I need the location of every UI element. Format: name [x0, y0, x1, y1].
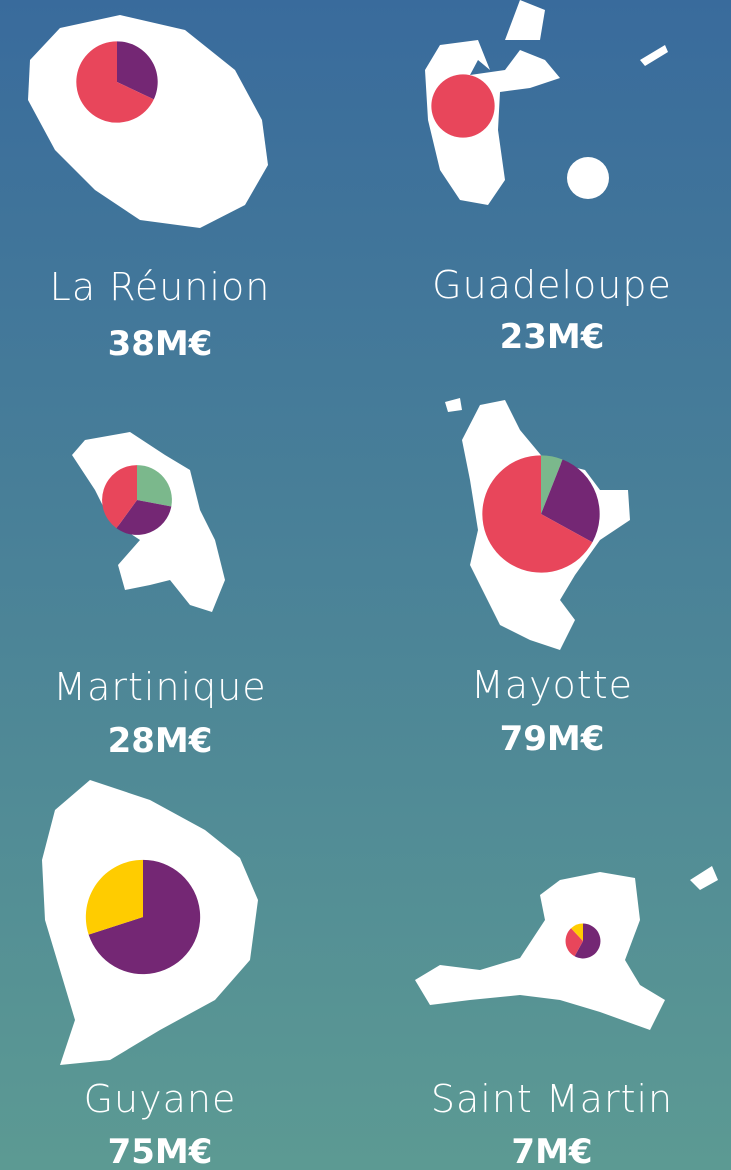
pie-slice — [102, 465, 137, 529]
region-amount: 38M€ — [108, 324, 213, 364]
region-name: Guadeloupe — [432, 263, 672, 307]
region-name: La Réunion — [50, 265, 271, 309]
pie-slice — [541, 459, 600, 543]
pie-slice — [117, 41, 158, 100]
region-amount: 79M€ — [500, 719, 605, 759]
pie-slice — [571, 923, 583, 941]
region-name: Mayotte — [471, 663, 633, 707]
region-amount: 28M€ — [108, 721, 213, 761]
island-saint-martin — [415, 866, 718, 1030]
pie-slice — [482, 455, 593, 573]
island-guadeloupe-east — [567, 157, 609, 199]
pie-slice — [574, 923, 601, 959]
pies — [76, 41, 601, 975]
pie-slice — [116, 500, 172, 535]
pie-slice — [85, 859, 143, 935]
region-amount: 75M€ — [108, 1132, 213, 1170]
pie-slice — [541, 455, 563, 514]
region-amount: 23M€ — [500, 317, 605, 357]
region-name: Saint Martin — [431, 1077, 673, 1121]
pie-slice — [565, 928, 583, 957]
pie-slice — [76, 41, 154, 123]
region-name: Guyane — [84, 1077, 237, 1121]
region-amount: 7M€ — [511, 1132, 592, 1170]
pie-slice — [137, 465, 172, 507]
island-guadeloupe-north — [640, 45, 668, 66]
pie-slice — [88, 859, 201, 975]
pie-slice — [431, 74, 495, 138]
region-name: Martinique — [53, 665, 266, 709]
